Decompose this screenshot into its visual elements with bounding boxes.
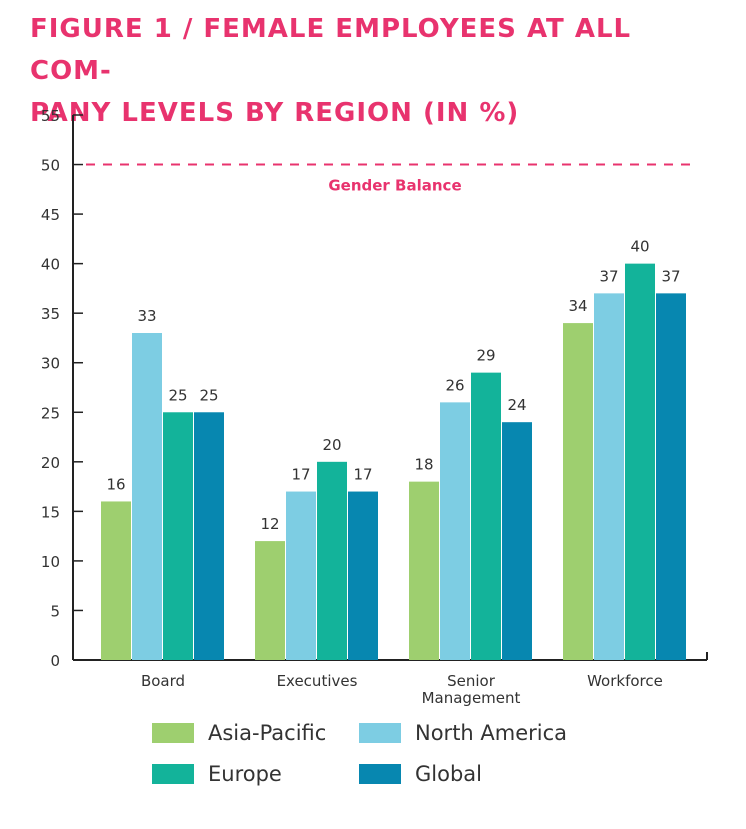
bar: [409, 481, 439, 660]
bar-value-label: 29: [476, 347, 495, 365]
legend-label-north-america: North America: [415, 721, 568, 745]
y-tick-label: 10: [41, 553, 60, 571]
y-tick-label: 25: [41, 404, 60, 422]
bar: [163, 412, 193, 660]
bar: [286, 491, 316, 660]
bar: [348, 491, 378, 660]
y-tick-label: 35: [41, 305, 60, 323]
bar: [255, 541, 285, 660]
bar: [656, 293, 686, 660]
bar-value-label: 33: [137, 307, 156, 325]
bar-value-label: 24: [507, 396, 526, 414]
bar: [502, 422, 532, 660]
bar-value-label: 40: [630, 238, 649, 256]
bar-value-label: 37: [661, 267, 680, 285]
legend-swatch-north-america: [359, 723, 401, 743]
legend-label-asia-pacific: Asia-Pacific: [208, 721, 327, 745]
bar-value-label: 17: [353, 466, 372, 484]
bar: [625, 263, 655, 660]
x-tick-label: Board: [141, 672, 185, 690]
y-tick-label: 50: [41, 157, 60, 175]
y-tick-label: 20: [41, 454, 60, 472]
gender-balance-label: Gender Balance: [328, 177, 461, 195]
legend-swatch-asia-pacific: [152, 723, 194, 743]
legend-label-europe: Europe: [208, 762, 282, 786]
chart-title-line1: FIGURE 1 / FEMALE EMPLOYEES AT ALL COM-: [30, 14, 632, 86]
legend: Asia-Pacific North America Europe Global: [152, 718, 652, 798]
x-tick-label: Executives: [277, 672, 358, 690]
bar-value-label: 25: [168, 386, 187, 404]
x-tick-label-line: Management: [422, 689, 521, 707]
y-tick-label: 40: [41, 256, 60, 274]
bar-value-label: 20: [322, 436, 341, 454]
bar: [563, 323, 593, 660]
legend-item-europe: Europe: [152, 759, 282, 789]
bar: [594, 293, 624, 660]
y-tick-label: 45: [41, 206, 60, 224]
x-tick-label-line: Senior: [447, 672, 496, 690]
y-tick-label: 15: [41, 503, 60, 521]
bar-value-label: 12: [260, 515, 279, 533]
bar-value-label: 26: [445, 376, 464, 394]
bar-value-label: 34: [568, 297, 587, 315]
y-tick-label: 5: [50, 602, 60, 620]
bar-value-label: 17: [291, 466, 310, 484]
legend-item-global: Global: [359, 759, 482, 789]
legend-item-north-america: North America: [359, 718, 567, 748]
y-tick-label: 0: [50, 652, 60, 670]
bar: [101, 501, 131, 660]
bar: [194, 412, 224, 660]
bar-value-label: 16: [106, 475, 125, 493]
bar: [317, 461, 347, 660]
legend-label-global: Global: [415, 762, 482, 786]
y-tick-label: 55: [41, 107, 60, 125]
bar: [471, 372, 501, 660]
legend-swatch-global: [359, 764, 401, 784]
bar: [132, 333, 162, 660]
chart-title-line2: PANY LEVELS BY REGION (IN %): [30, 98, 520, 128]
chart-title: FIGURE 1 / FEMALE EMPLOYEES AT ALL COM- …: [30, 8, 720, 134]
legend-swatch-europe: [152, 764, 194, 784]
bar-value-label: 18: [414, 456, 433, 474]
bar-value-label: 37: [599, 267, 618, 285]
bar: [440, 402, 470, 660]
legend-item-asia-pacific: Asia-Pacific: [152, 718, 326, 748]
bar-value-label: 25: [199, 386, 218, 404]
x-tick-label: Workforce: [587, 672, 663, 690]
y-tick-label: 30: [41, 355, 60, 373]
